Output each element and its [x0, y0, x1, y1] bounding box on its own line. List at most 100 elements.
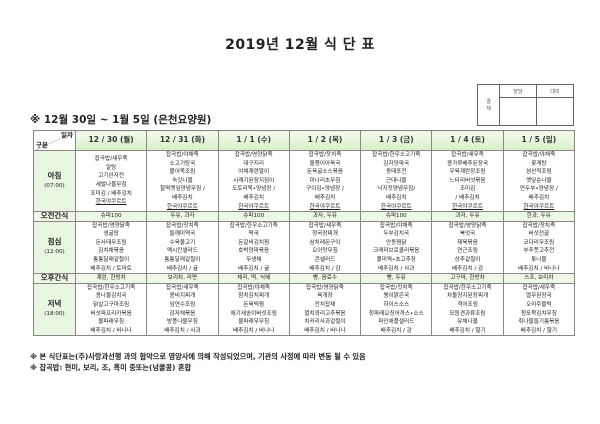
snack-cell: 슈퍼100	[217, 211, 290, 222]
menu-item: 돈육떡찜	[243, 301, 264, 308]
day-header: 1 / 3 (금)	[360, 130, 433, 151]
day-header: 1 / 2 (목)	[288, 130, 362, 151]
menu-cell: 잡곡밥/영양닭죽 생굴탕 돈사태무조림 김치채볶음 통통달래겉절이 배추김치 / 토마토	[74, 220, 148, 275]
day-header: 12 / 31 (화)	[146, 130, 219, 151]
menu-cell: 잡곡밥/영양닭죽 육개장 잔치잡채 멸치꽈리고추볶음 치커리사과겉절이 배추김치 / 바나…	[288, 282, 362, 337]
menu-item: 구이김•양념장 /	[306, 186, 344, 193]
menu-item: 야채계란말이	[238, 169, 270, 176]
menu-item: 근대나물	[385, 177, 407, 184]
menu-item: 오리주물럭	[525, 301, 552, 308]
menu-item: 풀미역•초고추장	[376, 257, 416, 264]
menu-item: 부추풋고추전	[523, 248, 555, 255]
menu-item: 시래기된장지짐이	[233, 177, 275, 184]
menu-item: 배추김치	[528, 194, 550, 201]
menu-item: 통통달래겉절이	[93, 257, 130, 264]
approval-label: 결 재	[477, 84, 500, 126]
menu-item: 배추김치 / 귤	[238, 265, 270, 272]
menu-item: 잡곡밥/야채죽	[237, 284, 271, 291]
menu-item: 올챙이아욱국	[309, 160, 341, 167]
snack-cell: 계란, 한방차	[74, 273, 148, 284]
menu-item: 상추겉절이	[454, 257, 481, 264]
menu-item: 조미김 / 배추김치	[90, 190, 132, 197]
menu-item: 잡곡밥/새우죽	[522, 284, 556, 291]
row-label-name: 오전간식	[40, 211, 69, 221]
menu-item: 수육불고기	[169, 239, 196, 246]
note-line: ※ 본 식단표는(주)사랑과선행 과의 협약으로 영양사에 의해 작성되었으며,…	[30, 352, 366, 361]
menu-cell: 잡곡밥/한우소고기죽 떡국 돈갈비김치찜 호박양파볶음 무생채 배추김치 / 귤	[217, 220, 290, 275]
menu-item: 콩가루배추된장국	[446, 160, 489, 167]
signature-cell-manager[interactable]	[499, 97, 537, 126]
menu-item: 방풍나물무침	[166, 319, 198, 326]
menu-item: 배추김치	[385, 194, 407, 201]
menu-item: 배추김치 / 딸기	[520, 327, 557, 334]
menu-item: 멸치꽈리고추볶음	[304, 310, 346, 317]
snack-cell: 스프, 보리차	[502, 273, 576, 284]
menu-item: 알탕	[105, 164, 117, 171]
menu-item: 차돌양지된장찌개	[446, 293, 489, 300]
menu-item: 콘샐러드	[314, 257, 336, 264]
menu-item: 콩나물김치국	[95, 293, 127, 300]
snack-cell: 체리, 떡, 식혜	[217, 273, 290, 284]
menu-item: 잡곡밥/한우소고기죽	[372, 152, 421, 158]
menu-item: 한국야쿠르트	[166, 203, 198, 210]
day-header: 1 / 4 (토)	[431, 130, 504, 151]
menu-cell: 잡곡밥/새우죽 청국장찌개 삼치레몬구이 오이맛무침 콘샐러드 배추김치 / 감	[288, 220, 362, 275]
menu-item: 찰떡깻잎양념무침 /	[160, 186, 205, 193]
snack-cell: 고구마, 한방차	[431, 273, 504, 284]
menu-item: 배추김치 / 딸기	[449, 327, 486, 334]
menu-cell: 잡곡밥/잣치죽 버섯전골 코다리무조림 부추풋고추전 톳나물 배추김치 / 바나나	[502, 220, 576, 275]
menu-cell: 잡곡밥/영양닭죽 대구지리 야채계란말이 시래기된장지짐이 도토리묵•양념장 / 배추김치…	[217, 149, 290, 213]
row-label-name: 오후간식	[40, 273, 69, 283]
menu-item: 한국야쿠르트	[95, 199, 127, 206]
menu-item: 미나리초무침	[309, 177, 341, 184]
menu-item: 연근조림	[457, 248, 478, 255]
menu-item: 청국장찌개	[312, 231, 338, 238]
snack-row: 오후간식 계란, 한방차 보리차, 라면 체리, 떡, 식혜 빵, 음료수 빵, 두유 고구…	[33, 273, 576, 284]
menu-item: 코다리무조림	[523, 239, 555, 246]
menu-cell: 잡곡밥/새우죽 열무된장국 오리주물럭 청포묵김치무침 취나물들기름볶음 배추김치 / 딸…	[502, 282, 576, 337]
menu-item: 잡곡밥/잣치죽	[379, 284, 413, 291]
menu-item: 배추김치	[172, 194, 193, 201]
menu-item: 감자양파국	[383, 160, 410, 167]
menu-item: 잡곡밥/새우죽	[166, 284, 199, 291]
menu-item: 잡곡밥/새우죽	[451, 152, 484, 158]
menu-table: 일자 구분 12 / 30 (월) 12 / 31 (화) 1 / 1 (수) 1 /…	[33, 130, 576, 337]
menu-item: 잡곡밥/잣치죽	[166, 222, 199, 229]
menu-item: 잡곡밥/한우소고기죽	[87, 284, 136, 291]
menu-item: / 배추김치	[455, 194, 480, 201]
row-label: 아침 (07:00)	[33, 149, 76, 213]
meal-row: 저녁 (18:00) 잡곡밥/한우소고기죽 콩나물김치국 닭살고구마조림 버섯파프리카볶음…	[33, 282, 576, 337]
menu-item: 배추김치 / 귤	[166, 265, 199, 272]
menu-item: 잔치잡채	[314, 301, 336, 308]
menu-item: 세발나물무침	[95, 182, 127, 189]
menu-item: 콩비지찌개	[169, 293, 196, 300]
menu-item: 잡곡밥/새우죽	[94, 156, 128, 163]
menu-item: 제육볶음	[457, 239, 478, 246]
menu-item: 임연수조림	[169, 301, 196, 308]
menu-item: 청파래오징어까스•소스	[368, 310, 424, 317]
snack-cell: 빵, 음료수	[288, 273, 362, 284]
menu-item: 잡곡밥/잣치죽	[308, 152, 342, 158]
menu-item: 숙갓나물	[172, 177, 193, 184]
menu-item: 떡국	[248, 231, 259, 238]
menu-item: 두부김치국	[383, 231, 410, 238]
menu-item: 한국야쿠르트	[380, 203, 412, 210]
approval-box: 결 재 담당 대리	[477, 84, 574, 126]
menu-cell: 잡곡밥/새우죽 콩비지찌개 임연수조림 감자채볶음 방풍나물무침 배추김치 / 사과	[146, 282, 219, 337]
snack-cell: 한과, 두유	[502, 211, 576, 222]
menu-item: 유채나물	[457, 319, 478, 326]
menu-item: 배추김치 / 바나나	[232, 327, 275, 334]
menu-item: 한국야쿠르트	[452, 203, 483, 210]
menu-item: 조미김	[459, 186, 476, 193]
menu-item: 잡곡밥/한우소고기죽	[229, 222, 278, 229]
menu-item: 고기완자전	[98, 173, 124, 180]
menu-item: 잡곡밥/잣치죽	[522, 222, 556, 229]
menu-item: 물파래무침	[98, 319, 124, 326]
menu-item: 취나물들기름볶음	[518, 319, 560, 326]
signature-cell-deputy[interactable]	[536, 97, 574, 126]
menu-item: 청포묵김치무침	[520, 310, 557, 317]
menu-item: 한국야쿠르트	[238, 203, 270, 210]
menu-item: 동태포전	[385, 169, 407, 176]
note-line: ※ 잡곡밥: 현미, 보리, 조, 흑미 중또는(넝쿨콩) 혼합	[30, 363, 192, 372]
snack-cell: 빵, 두유	[360, 273, 433, 284]
